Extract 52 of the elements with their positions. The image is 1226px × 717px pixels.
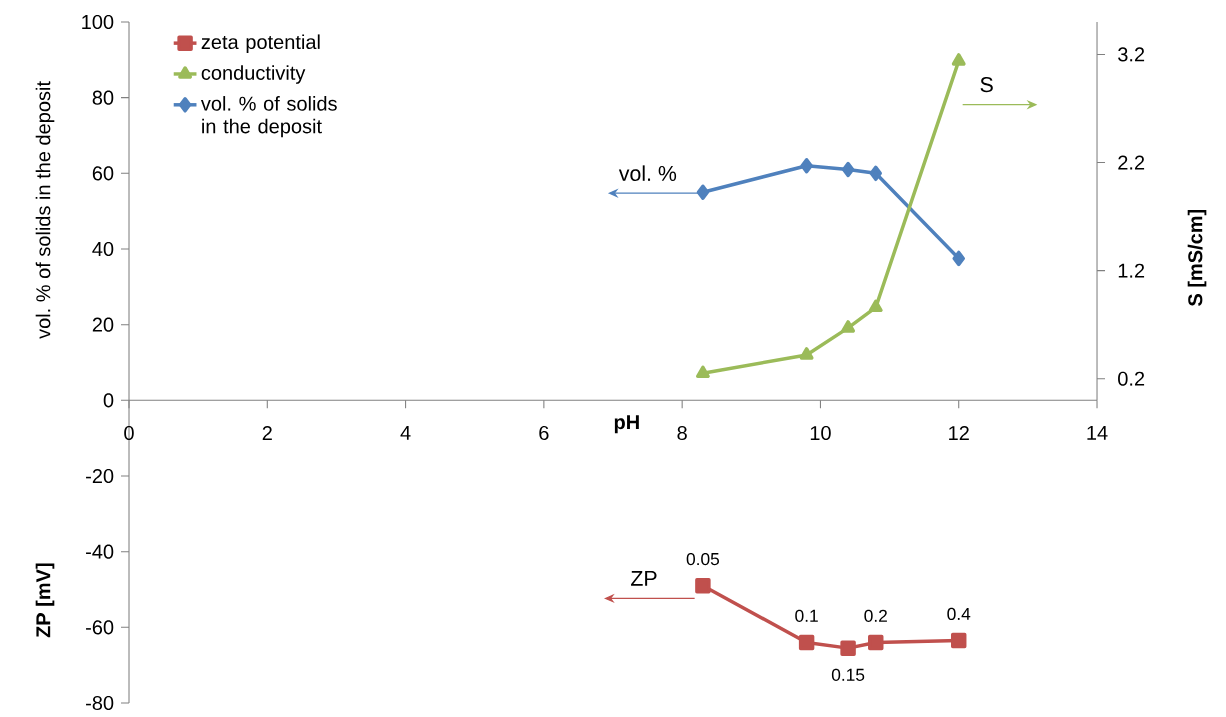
point — [841, 161, 855, 178]
point — [869, 165, 882, 182]
y-tick-label: 100 — [82, 14, 114, 30]
point — [696, 184, 710, 200]
annotation: ZP — [631, 571, 657, 586]
point — [695, 577, 711, 594]
x-tick-label: 8 — [677, 425, 687, 441]
point — [840, 640, 856, 656]
x-tick-label: 10 — [810, 425, 831, 441]
y-tick-label: 40 — [92, 241, 114, 257]
y-axis-title: vol. % of solids in the deposit — [35, 81, 55, 339]
legend-label: conductivity — [201, 65, 306, 84]
x-tick-label: 2 — [262, 425, 272, 440]
y2-tick-label: 2.2 — [1118, 155, 1145, 170]
text: ZP [mV] — [35, 563, 55, 638]
y-tick-label: -40 — [86, 544, 114, 559]
point — [841, 320, 856, 333]
legend-label: vol. % of solids in the deposit — [200, 96, 337, 138]
point — [951, 53, 966, 66]
x-tick-label: 12 — [949, 425, 969, 440]
point — [868, 634, 884, 651]
legend-label: zeta potential — [201, 34, 320, 54]
y-tick-label: 20 — [92, 317, 114, 332]
point — [799, 347, 814, 360]
annotation: S — [980, 77, 993, 93]
annotation: 0.15 — [831, 668, 865, 681]
y2-tick-label: 1.2 — [1118, 263, 1145, 278]
annotation: 0.1 — [795, 609, 818, 622]
y2-tick-label: 3.2 — [1118, 47, 1145, 62]
point — [868, 299, 883, 313]
point — [950, 632, 967, 649]
point — [695, 365, 710, 379]
y-tick-label: -20 — [86, 468, 114, 484]
annotation: 0.05 — [686, 552, 720, 566]
point — [800, 158, 813, 174]
y-tick-label: 0 — [103, 393, 114, 408]
x-tick-label: 6 — [539, 425, 549, 441]
y2-tick-label: 0.2 — [1118, 371, 1145, 386]
x-tick-label: 0 — [124, 425, 134, 441]
y-tick-label: 80 — [92, 90, 114, 105]
x-tick-label: 4 — [400, 425, 411, 440]
annotation: 0.4 — [947, 607, 971, 621]
x-axis-title: pH — [614, 415, 639, 434]
annotation: 0.2 — [864, 609, 887, 622]
point — [952, 250, 965, 267]
x-tick-label: 14 — [1087, 425, 1108, 440]
annotation: vol. % — [618, 165, 677, 182]
y-tick-label: -60 — [86, 620, 114, 635]
y-tick-label: -80 — [86, 695, 114, 711]
y-tick-label: 60 — [92, 166, 114, 181]
y2-axis-title: S [mS/cm] — [1187, 209, 1207, 307]
point — [798, 634, 815, 651]
